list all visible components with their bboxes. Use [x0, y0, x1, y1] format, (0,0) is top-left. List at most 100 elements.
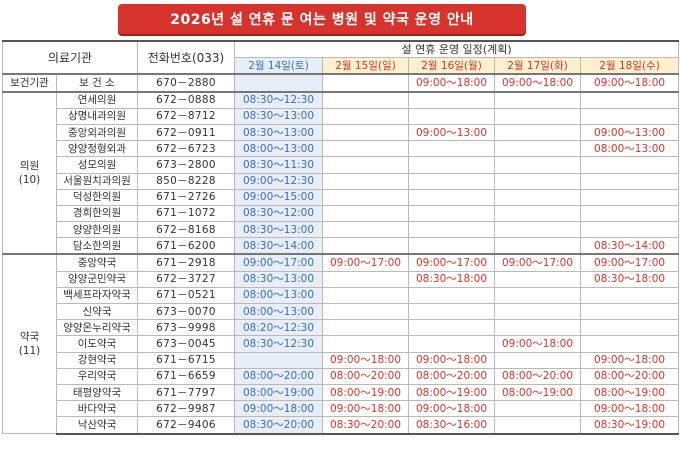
table-row: 이도약국 673－0045 08:30～12:30 09:00～18:00 [3, 335, 680, 353]
hours-cell [408, 335, 496, 353]
facility-name: 연세의원 [55, 90, 139, 109]
hours-cell [494, 351, 582, 369]
hours-cell: 09:00～12:30 [234, 172, 324, 190]
hours-cell [494, 107, 582, 125]
hours-cell [408, 204, 496, 223]
table-row: 양양한의원 672－8168 08:30～13:00 [3, 221, 680, 239]
hours-cell [494, 188, 582, 206]
hours-cell [322, 156, 410, 174]
phone-number: 671－1072 [137, 204, 236, 223]
facility-name: 이도약국 [55, 335, 139, 353]
hours-cell [322, 188, 410, 206]
hours-cell [322, 172, 410, 190]
hours-cell [322, 204, 410, 223]
hours-cell [580, 286, 680, 305]
hours-cell [322, 90, 410, 109]
facility-name: 낙산약국 [55, 416, 139, 435]
category-count: (10) [18, 174, 41, 186]
hours-cell: 09:00～13:00 [408, 123, 496, 142]
table-row: 태평양약국 671－7797 08:00～19:00 08:00～19:00 08:00… [3, 383, 680, 402]
phone-number: 672－0888 [137, 90, 236, 109]
table-row: 낙산약국 672－9406 08:30～20:00 08:30～20:00 08:30～… [3, 416, 680, 435]
hours-cell [322, 335, 410, 353]
hours-cell: 08:30～12:30 [234, 90, 324, 109]
phone-number: 672－8712 [137, 107, 236, 125]
hours-cell: 08:30～14:00 [580, 237, 680, 255]
hours-cell: 08:00～20:00 [408, 367, 496, 385]
date-header-16: 2월 16일(월) [408, 57, 496, 75]
hours-cell: 08:30～14:00 [234, 237, 324, 255]
category-cell: 약국 (11) [2, 253, 57, 435]
hours-cell: 08:30～13:00 [234, 270, 324, 288]
facility-name: 경희한의원 [55, 204, 139, 223]
facility-name: 신약국 [55, 302, 139, 321]
hours-cell: 09:00～15:00 [234, 188, 324, 206]
hours-cell [322, 123, 410, 142]
phone-number: 672－8168 [137, 221, 236, 239]
facility-name: 보 건 소 [55, 73, 139, 93]
hours-cell [494, 90, 582, 109]
hours-cell: 09:00～18:00 [580, 73, 680, 93]
hours-cell: 08:00～19:00 [580, 383, 680, 402]
hours-cell: 08:00～20:00 [494, 367, 582, 385]
hours-cell [322, 221, 410, 239]
hours-cell: 09:00～18:00 [322, 400, 410, 418]
facility-name: 바다약국 [55, 400, 139, 418]
phone-number: 672－3727 [137, 270, 236, 288]
table-row: 양양온누리약국 673－9998 08:20～12:30 [3, 319, 680, 337]
hours-cell [408, 286, 496, 305]
hours-cell: 09:00～17:00 [494, 253, 582, 272]
phone-number: 672－9987 [137, 400, 236, 418]
hours-cell [494, 302, 582, 321]
date-header-15: 2월 15일(일) [322, 57, 410, 75]
hours-cell: 08:30～16:00 [408, 416, 496, 435]
hours-cell [494, 400, 582, 418]
table-row: 신약국 673－0070 08:00～13:00 [3, 302, 680, 321]
schedule-header: 설 연휴 운영 일정(계획) [234, 40, 680, 59]
hours-cell: 08:30～20:00 [322, 416, 410, 435]
hours-cell: 08:30～20:00 [234, 416, 324, 435]
hours-cell [580, 90, 680, 109]
hours-cell [494, 416, 582, 435]
page-title: 2026년 설 연휴 문 여는 병원 및 약국 운영 안내 [118, 4, 526, 34]
table-row: 보건기관 보 건 소 670－2880 09:00～18:00 09:00～18:00 0… [2, 73, 680, 93]
table-row: 상명내과의원 672－8712 08:30～13:00 [3, 107, 680, 125]
hours-cell [580, 156, 680, 174]
hours-cell [494, 156, 582, 174]
hours-cell: 09:00～18:00 [408, 73, 496, 93]
table-row: 성모의원 673－2800 08:30～11:30 [3, 156, 680, 174]
table-row: 서울원치과의원 850－8228 09:00～12:30 [3, 172, 680, 190]
hours-cell: 09:00～18:00 [408, 351, 496, 369]
facility-name: 양양정형외과 [55, 140, 139, 158]
table-row: 바다약국 672－9987 09:00～18:00 09:00～18:00 09:00～… [3, 400, 680, 418]
table-row: 약국 (11) 중앙약국 671－2918 09:00～17:00 09:00～17:00… [2, 253, 680, 435]
hours-cell [580, 335, 680, 353]
hours-cell: 08:00～13:00 [234, 286, 324, 305]
hours-cell: 08:00～13:00 [234, 302, 324, 321]
hours-cell [494, 270, 582, 288]
hours-cell: 09:00～17:00 [408, 253, 496, 272]
schedule-table: 의료기관 전화번호(033) 설 연휴 운영 일정(계획) 2월 14일(토) … [1, 39, 680, 435]
date-header-14: 2월 14일(토) [234, 57, 324, 75]
facility-name: 상명내과의원 [55, 107, 139, 125]
table-row: 담소한의원 671－6200 08:30～14:00 08:30～14:00 [3, 237, 680, 255]
hours-cell: 08:00～19:00 [322, 383, 410, 402]
hours-cell: 08:30～13:00 [234, 123, 324, 142]
hours-cell [408, 221, 496, 239]
hours-cell: 08:30～18:00 [408, 270, 496, 288]
hours-cell [408, 107, 496, 125]
hours-cell: 08:00～13:00 [234, 140, 324, 158]
facility-name: 강현약국 [55, 351, 139, 369]
hours-cell [322, 107, 410, 125]
table-row: 우리약국 671－6659 08:00～20:00 08:00～20:00 08:00～… [3, 367, 680, 385]
hours-cell: 09:00～17:00 [234, 253, 324, 272]
hours-cell: 08:00～20:00 [234, 367, 324, 385]
hours-cell [408, 140, 496, 158]
facility-name: 백세프라자약국 [55, 286, 139, 305]
facility-name: 중앙외과의원 [55, 123, 139, 142]
hours-cell: 09:00～18:00 [234, 400, 324, 418]
hours-cell [234, 73, 324, 93]
phone-number: 672－9406 [137, 416, 236, 435]
facility-name: 덕성한의원 [55, 188, 139, 206]
category-cell: 보건기관 [2, 73, 57, 93]
